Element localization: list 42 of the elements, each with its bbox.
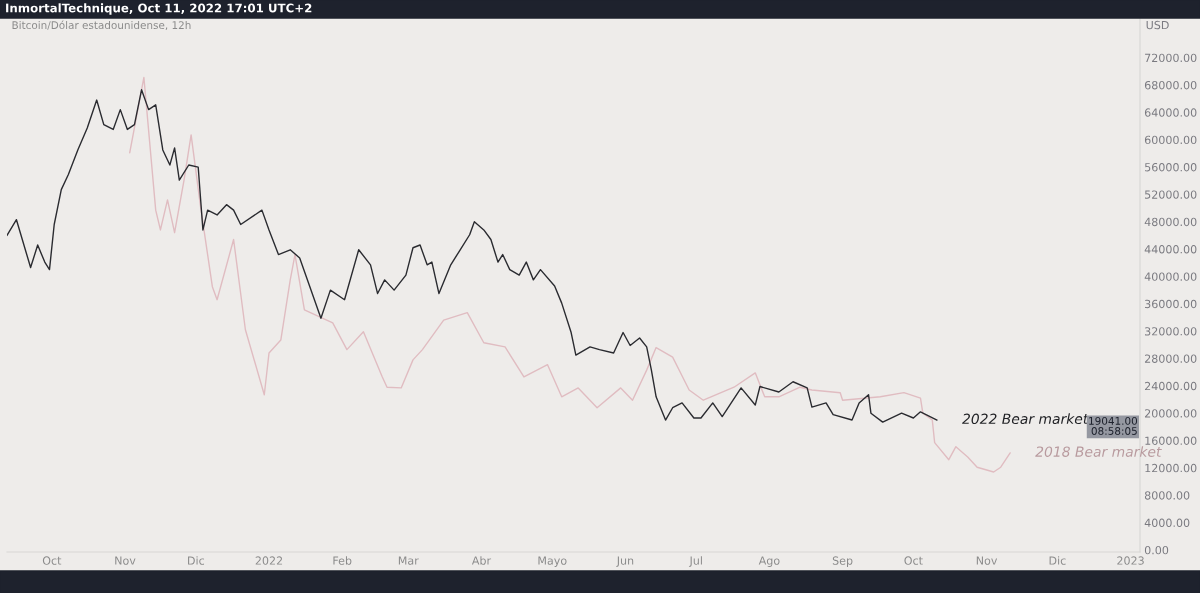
- y-tick-label: 36000.00: [1145, 299, 1197, 309]
- y-tick-label: 48000.00: [1144, 217, 1197, 227]
- chart-title: InmortalTechnique, Oct 11, 2022 17:01 UTC+2: [6, 3, 312, 15]
- x-tick-label: Abr: [471, 556, 492, 565]
- x-tick-label: Nov: [115, 556, 136, 565]
- y-tick-label: 44000.00: [1144, 245, 1197, 254]
- y-tick-label: 56000.00: [1145, 163, 1197, 172]
- series-label: 2022 Bear market: [962, 413, 1089, 425]
- line-series: [7, 89, 938, 423]
- x-tick-label: 2022: [255, 556, 283, 565]
- x-tick-label: Feb: [333, 556, 352, 565]
- y-tick-label: 52000.00: [1145, 190, 1197, 199]
- x-tick-label: Mayo: [538, 556, 567, 567]
- y-tick-label: 24000.00: [1144, 381, 1197, 391]
- series-label: 2018 Bear market: [1035, 446, 1162, 457]
- y-tick-label: 20000.00: [1144, 409, 1197, 418]
- x-tick-label: Jul: [688, 556, 702, 567]
- annotation: 19041.00 08:58:05: [1089, 416, 1138, 435]
- x-tick-label: Dic: [188, 556, 205, 565]
- y-tick-label: 68000.00: [1144, 80, 1197, 90]
- x-tick-label: Nov: [976, 556, 998, 565]
- x-tick-label: Mar: [398, 556, 419, 565]
- y-axis-title: USD: [1146, 20, 1169, 30]
- chart-subtitle: Bitcoin/Dólar estadounidense, 12h: [12, 20, 191, 31]
- x-tick-label: Oct: [904, 556, 923, 565]
- y-tick-label: 4000.00: [1144, 518, 1190, 527]
- y-tick-label: 28000.00: [1144, 354, 1197, 363]
- y-tick-label: 12000.00: [1145, 463, 1197, 473]
- x-tick-label: 2023: [1117, 556, 1144, 565]
- y-tick-label: 72000.00: [1145, 53, 1197, 63]
- y-tick-label: 32000.00: [1145, 327, 1197, 336]
- x-tick-label: Sep: [832, 556, 853, 567]
- y-tick-label: 60000.00: [1144, 135, 1197, 145]
- x-tick-label: Oct: [42, 556, 62, 565]
- y-tick-label: 16000.00: [1145, 436, 1197, 445]
- x-tick-label: Dic: [1049, 556, 1066, 565]
- x-tick-label: Jun: [616, 556, 634, 567]
- x-tick-label: Ago: [758, 556, 780, 567]
- y-tick-label: 8000.00: [1144, 491, 1190, 500]
- y-tick-label: 64000.00: [1144, 108, 1197, 117]
- y-tick-label: 0.00: [1144, 545, 1169, 555]
- y-tick-label: 40000.00: [1144, 272, 1197, 281]
